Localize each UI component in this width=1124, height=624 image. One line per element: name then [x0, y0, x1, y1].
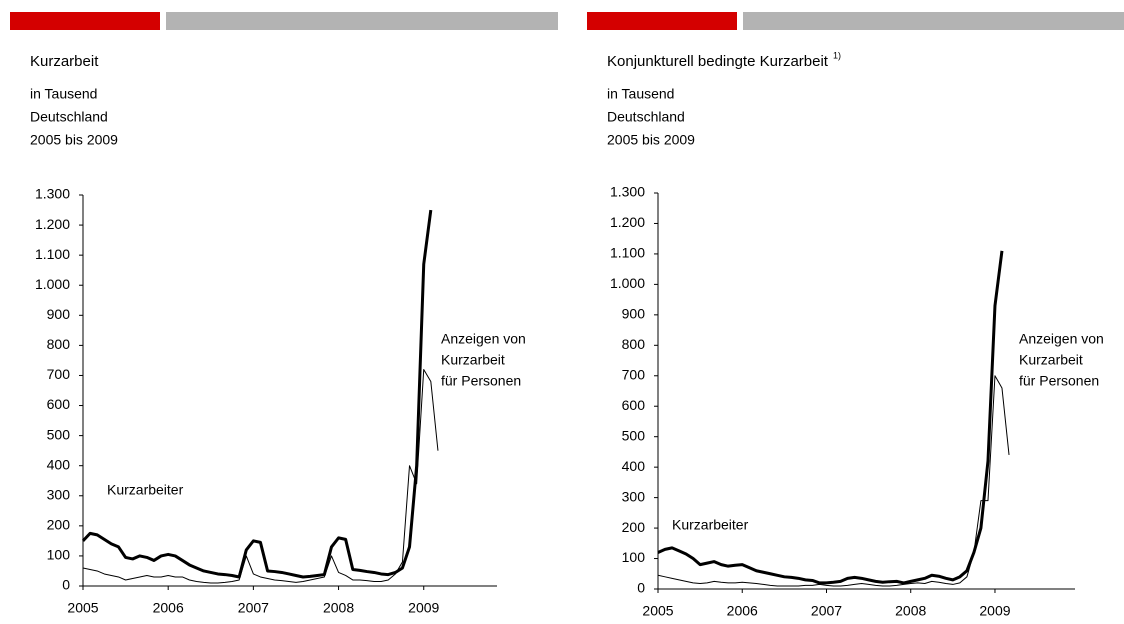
- series-line: [657, 375, 1010, 587]
- x-tick-label: 2006: [727, 603, 758, 619]
- y-tick-label: 1.300: [610, 184, 645, 200]
- chart-title: Kurzarbeit: [30, 53, 99, 70]
- y-tick-label: 500: [622, 427, 646, 443]
- y-tick-label: 1.000: [610, 275, 645, 291]
- title-footnote: 1): [833, 50, 841, 60]
- series-label: Anzeigen von: [1019, 331, 1104, 347]
- y-tick-label: 800: [622, 336, 646, 352]
- y-tick-label: 800: [47, 336, 71, 352]
- x-tick-label: 2009: [979, 603, 1010, 619]
- y-tick-label: 0: [62, 577, 70, 593]
- x-tick-label: 2008: [323, 600, 354, 616]
- subtitle: Deutschland: [607, 109, 685, 125]
- subtitle: 2005 bis 2009: [30, 132, 118, 148]
- y-tick-label: 400: [622, 458, 646, 474]
- y-tick-label: 300: [622, 488, 646, 504]
- y-tick-label: 300: [47, 486, 71, 502]
- series-label: Anzeigen von: [441, 331, 526, 347]
- y-tick-label: 1.000: [35, 276, 70, 292]
- x-tick-label: 2007: [238, 600, 269, 616]
- header-bar-red: [587, 12, 737, 30]
- y-tick-label: 0: [637, 580, 645, 596]
- y-tick-label: 700: [622, 366, 646, 382]
- header-bar-red: [10, 12, 160, 30]
- y-tick-label: 900: [622, 306, 646, 322]
- header-bar-gray: [743, 12, 1124, 30]
- series-label: für Personen: [441, 373, 521, 389]
- subtitle: in Tausend: [607, 86, 674, 102]
- x-tick-label: 2007: [811, 603, 842, 619]
- y-tick-label: 900: [47, 306, 71, 322]
- chart-title: Konjunkturell bedingte Kurzarbeit: [607, 53, 829, 70]
- subtitle: 2005 bis 2009: [607, 132, 695, 148]
- x-tick-label: 2006: [153, 600, 184, 616]
- y-tick-label: 200: [622, 519, 646, 535]
- y-tick-label: 1.300: [35, 186, 70, 202]
- series-label: für Personen: [1019, 373, 1099, 389]
- header-bar-gray: [166, 12, 558, 30]
- subtitle: in Tausend: [30, 86, 97, 102]
- y-tick-label: 1.200: [610, 214, 645, 230]
- y-tick-label: 100: [47, 547, 71, 563]
- y-tick-label: 400: [47, 456, 71, 472]
- x-tick-label: 2005: [642, 603, 673, 619]
- y-tick-label: 1.100: [35, 246, 70, 262]
- x-tick-label: 2005: [67, 600, 98, 616]
- y-tick-label: 1.200: [35, 216, 70, 232]
- y-tick-label: 700: [47, 366, 71, 382]
- y-tick-label: 600: [47, 396, 71, 412]
- series-label: Kurzarbeiter: [107, 482, 184, 498]
- series-line: [81, 209, 433, 579]
- series-label: Kurzarbeiter: [672, 517, 749, 533]
- y-tick-label: 100: [622, 549, 646, 565]
- y-tick-label: 1.100: [610, 245, 645, 261]
- y-tick-label: 200: [47, 517, 71, 533]
- series-line: [657, 250, 1004, 585]
- subtitle: Deutschland: [30, 109, 108, 125]
- x-tick-label: 2009: [408, 600, 439, 616]
- series-label: Kurzarbeit: [1019, 352, 1083, 368]
- y-tick-label: 600: [622, 397, 646, 413]
- series-label: Kurzarbeit: [441, 352, 505, 368]
- y-tick-label: 500: [47, 426, 71, 442]
- series-line: [82, 368, 439, 584]
- x-tick-label: 2008: [895, 603, 926, 619]
